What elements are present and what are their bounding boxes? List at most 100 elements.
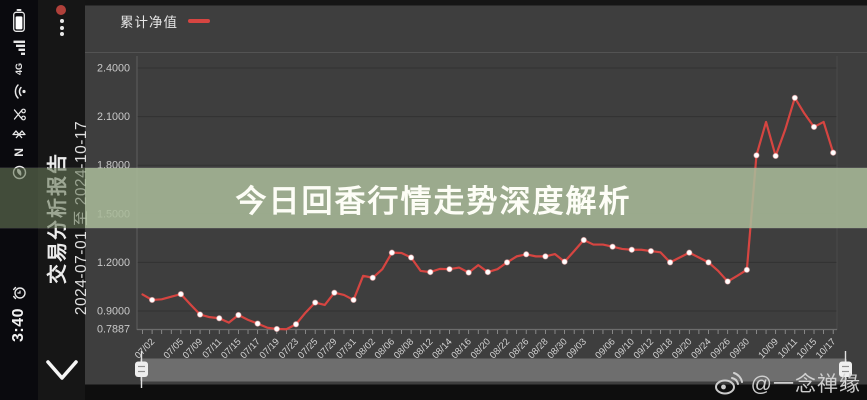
chevron-down-icon	[46, 360, 78, 380]
y-axis-label: 0.7887	[97, 324, 130, 336]
data-point-marker	[647, 247, 655, 255]
alarm-clock-icon	[13, 286, 26, 300]
x-axis-label: 08/28	[526, 336, 550, 361]
data-point-marker	[609, 243, 616, 250]
clock-time: 3:40	[10, 307, 27, 342]
banner-headline: 今日回香行情走势深度解析	[235, 183, 632, 219]
x-axis-label: 08/22	[488, 336, 512, 361]
vertical-ellipsis-icon	[60, 25, 64, 30]
banner-left-segment	[0, 168, 85, 228]
data-point-marker	[542, 253, 549, 260]
data-point-marker	[561, 258, 568, 265]
x-axis-label: 08/20	[469, 336, 493, 361]
vertical-ellipsis-icon	[60, 32, 64, 36]
x-axis-label: 09/20	[670, 336, 694, 361]
data-point-marker	[408, 254, 415, 261]
vertical-ellipsis-icon	[60, 19, 64, 23]
watermark-handle: @一念禅缘	[750, 373, 861, 396]
x-axis-label: 07/02	[133, 336, 157, 361]
y-axis-label: 1.2000	[97, 257, 130, 269]
data-point-marker	[791, 94, 798, 101]
x-axis-label: 08/06	[373, 336, 397, 361]
more-options-button[interactable]	[52, 2, 74, 46]
watermark: @一念禅缘	[714, 368, 861, 398]
x-axis-label: 09/24	[689, 336, 713, 361]
data-point-marker	[177, 291, 184, 298]
x-axis-label: 10/11	[776, 336, 800, 360]
x-axis-label: 07/29	[315, 336, 339, 361]
data-point-marker	[350, 296, 357, 304]
x-axis-label: 09/10	[612, 336, 636, 361]
x-axis-label: 09/26	[708, 336, 732, 361]
data-point-marker	[753, 152, 760, 159]
y-axis-label: 2.4000	[97, 63, 130, 75]
x-axis-label: 09/30	[728, 336, 752, 361]
zoom-slider-handle[interactable]	[839, 361, 852, 378]
x-axis-label: 07/25	[296, 336, 320, 361]
battery-icon	[13, 9, 25, 32]
x-axis-label: 10/17	[814, 336, 838, 361]
y-axis-label: 0.9000	[97, 305, 130, 317]
y-axis-label: 2.1000	[97, 111, 130, 123]
zoom-slider-track[interactable]	[140, 358, 847, 382]
data-point-marker	[484, 268, 491, 276]
data-point-marker	[254, 320, 261, 327]
data-point-marker	[427, 268, 434, 276]
x-axis-label: 10/15	[795, 336, 819, 361]
data-point-marker	[465, 269, 472, 276]
data-point-marker	[196, 311, 204, 318]
data-point-marker	[705, 259, 712, 266]
headline-banner: 今日回香行情走势深度解析	[0, 167, 867, 229]
data-point-marker	[235, 311, 242, 319]
x-axis-label: 07/11	[200, 336, 224, 360]
data-point-marker	[148, 296, 156, 304]
x-axis-label: 08/12	[411, 336, 435, 361]
phone-status-content: 3:40 N 4G	[0, 0, 38, 400]
data-point-marker	[388, 249, 396, 256]
data-point-marker	[830, 149, 837, 156]
x-axis-label: 09/12	[632, 336, 656, 361]
x-axis-label: 09/06	[593, 336, 617, 361]
x-axis-label: 07/31	[334, 336, 358, 361]
collapse-chevron-button[interactable]	[44, 358, 80, 384]
banner-right-segment	[85, 168, 867, 228]
x-axis-label: 08/16	[449, 336, 473, 361]
nfc-icon: N	[12, 148, 26, 157]
wifi-icon	[14, 84, 26, 99]
x-axis-label: 08/30	[545, 336, 569, 361]
bluetooth-icon	[12, 130, 26, 139]
data-point-marker	[331, 289, 338, 296]
data-point-marker	[292, 321, 300, 328]
x-axis-label: 07/15	[219, 336, 243, 361]
data-point-marker	[724, 278, 731, 285]
x-axis-label: 07/19	[258, 336, 282, 361]
data-point-marker	[523, 251, 530, 258]
notification-dot	[56, 5, 66, 15]
data-point-marker	[273, 325, 280, 333]
bottom-letterbox	[85, 384, 867, 400]
data-point-marker	[628, 246, 635, 253]
x-axis-label: 09/18	[651, 336, 675, 361]
x-axis-label: 09/03	[565, 336, 589, 361]
weibo-icon	[714, 372, 743, 395]
data-point-marker	[503, 259, 511, 266]
data-point-marker	[312, 299, 319, 306]
legend-line-swatch	[188, 19, 210, 23]
signal-4g-icon	[13, 40, 25, 55]
data-point-marker	[369, 274, 376, 281]
x-axis-label: 07/17	[238, 336, 262, 361]
data-point-marker	[667, 259, 674, 266]
x-axis-label: 08/26	[507, 336, 531, 361]
legend-item[interactable]: 累计净值	[120, 11, 210, 31]
zoom-slider-handle[interactable]	[135, 361, 148, 378]
data-point-marker	[772, 152, 779, 160]
data-point-marker	[810, 123, 818, 131]
x-axis-label: 10/09	[756, 336, 780, 361]
legend-label: 累计净值	[120, 15, 178, 30]
data-point-marker	[743, 266, 750, 273]
data-point-marker	[446, 266, 453, 273]
x-axis-label: 08/02	[353, 336, 377, 361]
top-letterbox	[85, 0, 867, 6]
